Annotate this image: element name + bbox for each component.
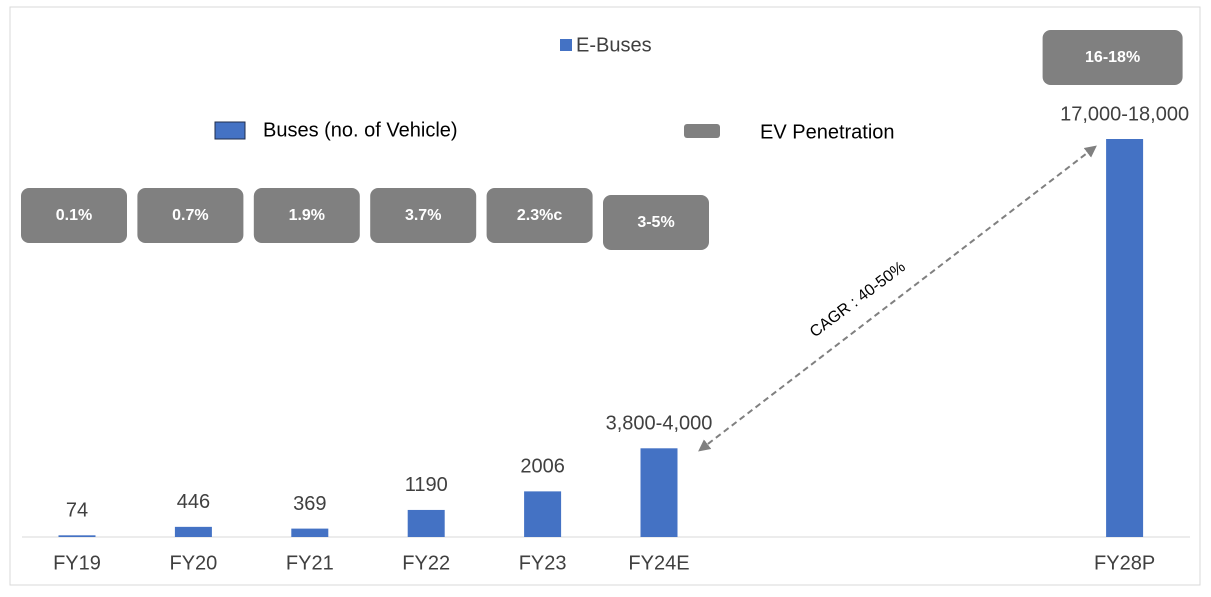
penetration-label: 3.7%	[405, 207, 441, 224]
chart-title: E-Buses	[576, 34, 652, 56]
title-marker	[560, 39, 572, 51]
penetration-box	[486, 188, 593, 243]
x-tick-label: FY28P	[1094, 552, 1155, 574]
legend-swatch	[684, 124, 720, 138]
bar	[407, 509, 445, 537]
value-label: 17,000-18,000	[1060, 103, 1189, 125]
penetration-label: 1.9%	[289, 207, 325, 224]
value-label: 3,800-4,000	[606, 413, 713, 435]
x-tick-label: FY22	[402, 552, 450, 574]
penetration-label: 16-18%	[1085, 49, 1140, 66]
bar	[640, 448, 678, 537]
legend-label: Buses (no. of Vehicle)	[263, 119, 458, 141]
x-tick-label: FY20	[169, 552, 217, 574]
penetration-label: 2.3%c	[517, 207, 562, 224]
bar	[524, 491, 562, 537]
value-label: 74	[66, 500, 88, 522]
bar	[174, 526, 212, 537]
value-label: 1190	[405, 474, 448, 496]
value-label: 2006	[520, 456, 565, 478]
legend-swatch	[214, 121, 246, 140]
bar	[58, 535, 96, 537]
penetration-box	[370, 188, 477, 243]
frame	[9, 6, 1201, 586]
x-tick-label: FY21	[286, 552, 334, 574]
value-label: 369	[293, 493, 326, 515]
penetration-box	[1042, 30, 1183, 85]
value-label: 446	[177, 491, 210, 513]
annotation: CAGR : 40-50%	[807, 258, 909, 341]
x-tick-label: FY24E	[628, 552, 689, 574]
legend-label: EV Penetration	[760, 121, 895, 143]
x-tick-label: FY19	[53, 552, 101, 574]
penetration-box	[21, 188, 127, 243]
penetration-label: 0.1%	[56, 207, 92, 224]
penetration-label: 0.7%	[172, 207, 208, 224]
penetration-box	[253, 188, 360, 243]
bar	[1106, 139, 1144, 537]
x-tick-label: FY23	[519, 552, 567, 574]
penetration-box	[137, 188, 244, 243]
penetration-label: 3-5%	[637, 214, 674, 231]
penetration-box	[603, 195, 709, 250]
bar	[291, 528, 329, 537]
cagr-arrow	[698, 145, 1097, 452]
